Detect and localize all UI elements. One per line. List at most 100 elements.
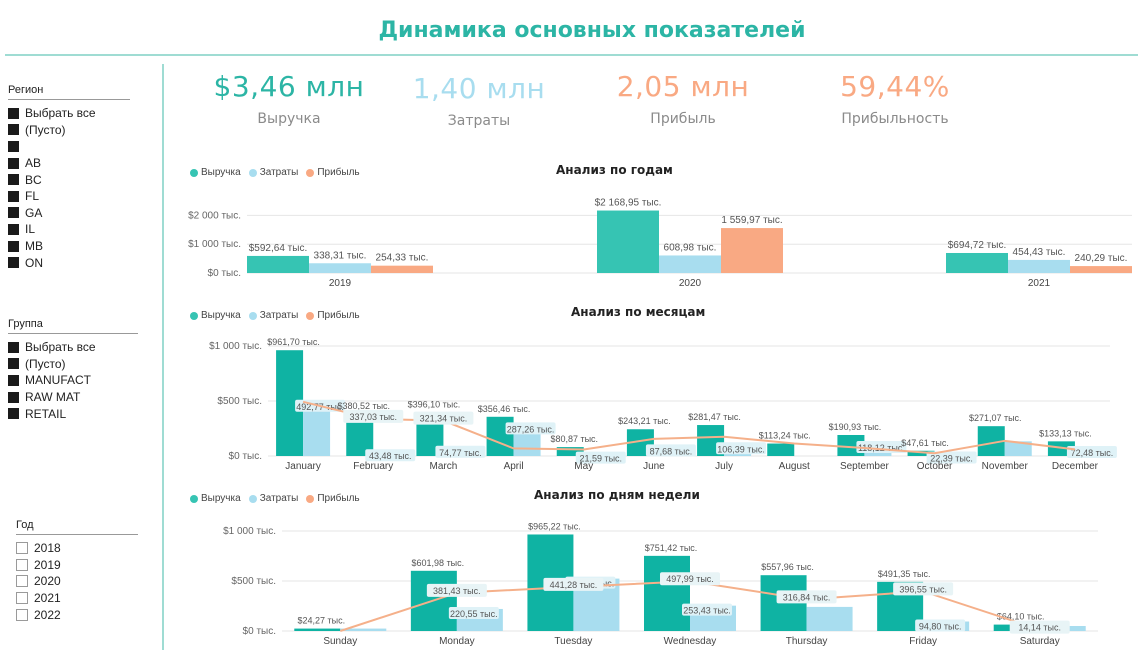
group-slicer-item[interactable]: MANUFACT — [8, 372, 138, 389]
legend-revenue-swatch — [190, 494, 198, 503]
legend-revenue-swatch — [190, 311, 198, 320]
kpi-costs-value: 1,40 млн — [412, 72, 546, 105]
chart-years-title: Анализ по годам — [556, 163, 673, 177]
region-slicer-item[interactable]: BC — [8, 171, 130, 188]
kpi-costs-label: Затраты — [447, 113, 511, 129]
checkbox-icon[interactable] — [16, 542, 28, 555]
chart-months-legend: Выручка Затраты Прибыль — [190, 310, 360, 321]
region-slicer-item[interactable]: MB — [8, 238, 130, 255]
x-tick-label: January — [285, 461, 321, 472]
x-tick-label: September — [840, 461, 890, 472]
checkbox-icon[interactable] — [8, 341, 19, 353]
region-slicer-item[interactable]: GA — [8, 205, 130, 222]
region-slicer-item[interactable]: (Пусто) — [8, 122, 130, 139]
revenue-bar-label: $557,96 тыс. — [761, 562, 814, 572]
x-tick-label: 2019 — [329, 278, 352, 289]
profit-line-label: 497,99 тыс. — [666, 574, 714, 584]
group-slicer-item[interactable]: (Пусто) — [8, 356, 138, 373]
year-slicer-item[interactable]: 2018 — [16, 540, 138, 557]
year-slicer-item[interactable]: 2019 — [16, 557, 138, 574]
costs-bar-label: 74,77 тыс. — [439, 448, 482, 458]
checkbox-icon[interactable] — [16, 592, 28, 605]
legend-profit-swatch — [306, 168, 315, 177]
checkbox-icon[interactable] — [16, 575, 28, 588]
checkbox-icon[interactable] — [8, 124, 19, 136]
region-slicer-item-label: FL — [25, 189, 40, 204]
checkbox-icon[interactable] — [8, 408, 19, 420]
kpi-profit-value: 2,05 млн — [616, 70, 750, 103]
revenue-bar-label: $491,35 тыс. — [878, 569, 931, 579]
region-slicer-item[interactable]: ON — [8, 254, 130, 271]
region-slicer-item-label: AB — [25, 156, 42, 171]
checkbox-icon[interactable] — [8, 374, 19, 386]
checkbox-icon[interactable] — [8, 140, 19, 152]
profit-line-label: 441,28 тыс. — [550, 580, 598, 590]
revenue-bar-label: $961,70 тыс. — [267, 337, 320, 347]
costs-bar-label: 608,98 тыс. — [664, 242, 717, 253]
checkbox-icon[interactable] — [8, 240, 19, 252]
checkbox-icon[interactable] — [8, 257, 19, 269]
revenue-bar — [946, 252, 1008, 273]
checkbox-icon[interactable] — [8, 174, 19, 186]
costs-label-bg — [575, 451, 626, 464]
profit-label-bg — [343, 409, 404, 423]
costs-bar-label: 454,43 тыс. — [1013, 247, 1066, 258]
costs-bar-label: 94,80 тыс. — [919, 622, 962, 632]
y-tick-label: $0 тыс. — [208, 268, 241, 279]
revenue-bar-label: $2 168,95 тыс. — [595, 198, 662, 209]
revenue-bar-label: $396,10 тыс. — [408, 399, 461, 409]
kpi-profit: 2,05 млн Прибыль — [588, 70, 778, 127]
costs-bar-label: 220,55 тыс. — [450, 609, 498, 619]
revenue-bar-label: $601,98 тыс. — [412, 558, 465, 568]
y-tick-label: $1 000 тыс. — [223, 526, 276, 537]
costs-bar — [1008, 259, 1070, 273]
checkbox-icon[interactable] — [8, 207, 19, 219]
group-slicer-header: Группа — [8, 318, 138, 334]
region-slicer-item[interactable] — [8, 138, 130, 155]
region-slicer-item-label: IL — [25, 222, 36, 237]
checkbox-icon[interactable] — [8, 157, 19, 169]
checkbox-icon[interactable] — [16, 558, 28, 571]
x-tick-label: 2020 — [679, 278, 702, 289]
checkbox-icon[interactable] — [8, 391, 19, 403]
revenue-bar-label: $190,93 тыс. — [829, 422, 882, 432]
checkbox-icon[interactable] — [16, 608, 28, 621]
costs-bar-label: 253,43 тыс. — [683, 606, 731, 616]
checkbox-icon[interactable] — [8, 223, 19, 235]
legend-revenue-label: Выручка — [201, 310, 241, 321]
kpi-costs: 1,40 млн Затраты — [384, 72, 574, 129]
x-tick-label: Tuesday — [554, 636, 592, 647]
year-slicer-item-label: 2018 — [34, 541, 61, 556]
checkbox-icon[interactable] — [8, 107, 19, 119]
profit-label-bg — [660, 572, 720, 586]
kpi-margin-label: Прибыльность — [841, 111, 949, 127]
legend-costs-label: Затраты — [259, 493, 299, 504]
profit-label-bg — [413, 411, 474, 425]
checkbox-icon[interactable] — [8, 190, 19, 202]
costs-label-bg — [682, 603, 732, 616]
y-tick-label: $1 000 тыс. — [188, 239, 241, 250]
costs-bar-label: 118,12 тыс. — [858, 443, 905, 453]
region-slicer-item[interactable]: IL — [8, 221, 130, 238]
region-slicer-item[interactable]: FL — [8, 188, 130, 205]
region-slicer-item[interactable]: AB — [8, 155, 130, 172]
revenue-bar — [556, 447, 584, 456]
x-tick-label: November — [982, 461, 1029, 472]
group-slicer-item-label: (Пусто) — [25, 356, 66, 371]
costs-label-bg — [505, 422, 556, 435]
revenue-bar — [907, 450, 935, 456]
profit-bar — [721, 228, 783, 273]
checkbox-icon[interactable] — [8, 358, 19, 370]
region-slicer-item[interactable]: Выбрать все — [8, 105, 130, 122]
region-slicer-item-label: GA — [25, 205, 43, 220]
year-slicer-item[interactable]: 2022 — [16, 606, 138, 623]
year-slicer-item[interactable]: 2021 — [16, 590, 138, 607]
costs-bar-label: 338,31 тыс. — [314, 250, 367, 261]
year-slicer-item[interactable]: 2020 — [16, 573, 138, 590]
legend-costs-swatch — [248, 494, 257, 503]
group-slicer-item[interactable]: RAW MAT — [8, 389, 138, 406]
chart-weekdays-legend: Выручка Затраты Прибыль — [190, 493, 360, 504]
region-slicer-item-label: (Пусто) — [25, 122, 66, 137]
group-slicer-item[interactable]: RETAIL — [8, 405, 138, 422]
group-slicer-item[interactable]: Выбрать все — [8, 339, 138, 356]
